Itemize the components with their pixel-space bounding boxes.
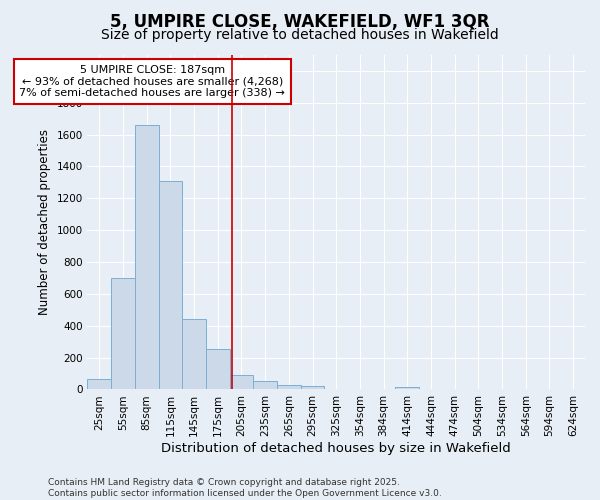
Bar xyxy=(277,386,301,390)
Bar xyxy=(158,181,182,390)
Bar xyxy=(135,125,158,390)
Bar xyxy=(253,380,277,390)
X-axis label: Distribution of detached houses by size in Wakefield: Distribution of detached houses by size … xyxy=(161,442,511,455)
Text: 5 UMPIRE CLOSE: 187sqm
← 93% of detached houses are smaller (4,268)
7% of semi-d: 5 UMPIRE CLOSE: 187sqm ← 93% of detached… xyxy=(19,65,285,98)
Bar xyxy=(111,278,135,390)
Bar xyxy=(301,386,325,390)
Bar xyxy=(182,320,206,390)
Bar xyxy=(206,349,230,390)
Text: 5, UMPIRE CLOSE, WAKEFIELD, WF1 3QR: 5, UMPIRE CLOSE, WAKEFIELD, WF1 3QR xyxy=(110,12,490,30)
Bar xyxy=(88,379,111,390)
Bar xyxy=(395,387,419,390)
Y-axis label: Number of detached properties: Number of detached properties xyxy=(38,129,51,315)
Text: Contains HM Land Registry data © Crown copyright and database right 2025.
Contai: Contains HM Land Registry data © Crown c… xyxy=(48,478,442,498)
Bar xyxy=(230,375,253,390)
Text: Size of property relative to detached houses in Wakefield: Size of property relative to detached ho… xyxy=(101,28,499,42)
